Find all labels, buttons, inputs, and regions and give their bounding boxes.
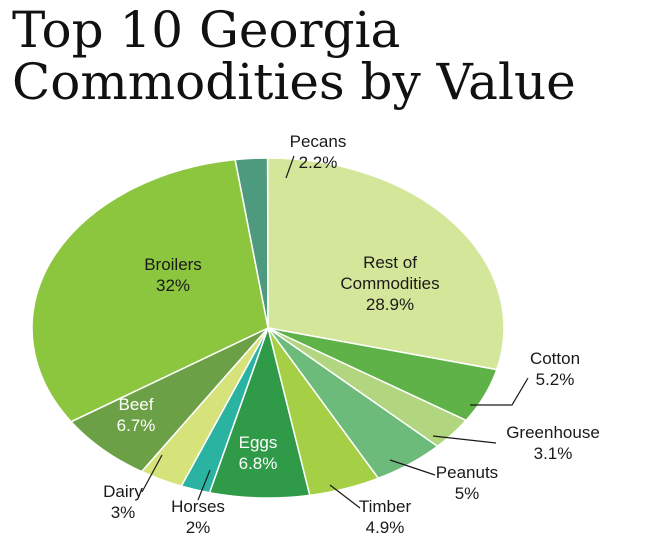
leader-line-greenhouse xyxy=(432,435,497,444)
slice-value-rest-of-commodities: 28.9% xyxy=(366,295,414,314)
pie-slice-broilers xyxy=(31,158,269,423)
slice-name-horses: Horses xyxy=(171,497,225,516)
leader-line-timber xyxy=(329,484,361,509)
slice-value-greenhouse: 3.1% xyxy=(534,444,573,463)
slice-name-peanuts: Peanuts xyxy=(436,463,498,482)
slice-value-timber: 4.9% xyxy=(366,518,405,537)
slice-label-pecans: Pecans 2.2% xyxy=(290,132,347,172)
slice-name-timber: Timber xyxy=(359,497,412,516)
slice-label-dairy: Dairy 3% xyxy=(103,482,143,522)
slice-value-cotton: 5.2% xyxy=(536,370,575,389)
slice-value-eggs: 6.8% xyxy=(239,454,278,473)
slice-label-peanuts: Peanuts 5% xyxy=(436,463,498,503)
leader-line-dairy xyxy=(141,454,163,493)
slice-value-peanuts: 5% xyxy=(455,484,480,503)
slice-name-rest-of-commodities: Rest of xyxy=(363,253,417,272)
leader-line-peanuts xyxy=(389,459,436,476)
slice-name-broilers: Broilers xyxy=(144,255,202,274)
slice-label-timber: Timber 4.9% xyxy=(359,497,412,537)
slice-label-greenhouse: Greenhouse 3.1% xyxy=(506,423,600,463)
leader-line-pecans xyxy=(285,155,295,179)
slice-name-pecans: Pecans xyxy=(290,132,347,151)
slice-value-pecans: 2.2% xyxy=(299,153,338,172)
slice-value-dairy: 3% xyxy=(111,503,136,522)
slice-name-beef: Beef xyxy=(119,395,154,414)
slice-name-cotton: Cotton xyxy=(530,349,580,368)
slice-label-broilers: Broilers 32% xyxy=(144,255,202,295)
slice-label-eggs: Eggs 6.8% xyxy=(239,433,278,473)
slice-value-horses: 2% xyxy=(186,518,211,537)
leader-line-cotton xyxy=(470,377,529,406)
leader-line-horses xyxy=(197,469,211,501)
slice-label-cotton: Cotton 5.2% xyxy=(530,349,580,389)
slice-value-broilers: 32% xyxy=(156,276,190,295)
chart-title: Top 10 Georgia Commodities by Value xyxy=(12,1,576,111)
slice-value-beef: 6.7% xyxy=(117,416,156,435)
slice-label-rest-of-commodities: Rest of Commodities 28.9% xyxy=(340,253,439,314)
slice-name-rest-of-commodities: Commodities xyxy=(340,274,439,293)
slice-name-dairy: Dairy xyxy=(103,482,143,501)
slice-label-horses: Horses 2% xyxy=(171,497,225,537)
slice-name-eggs: Eggs xyxy=(239,433,278,452)
pie-slice-rest-of-commodities xyxy=(266,157,505,371)
slice-name-greenhouse: Greenhouse xyxy=(506,423,600,442)
slice-label-beef: Beef 6.7% xyxy=(117,395,156,435)
